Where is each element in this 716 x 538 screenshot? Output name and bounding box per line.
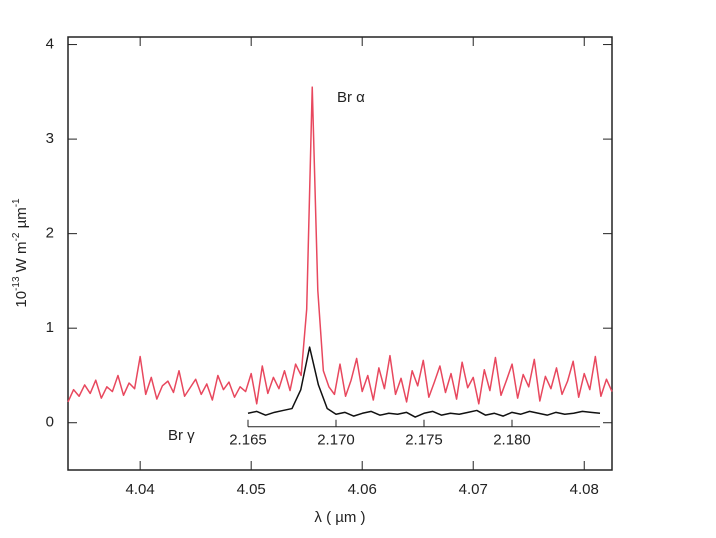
annotation: Br γ <box>168 427 195 444</box>
y-tick-label: 2 <box>46 225 54 242</box>
inset-x-tick-label: 2.165 <box>229 432 267 449</box>
x-tick-label: 4.07 <box>459 481 488 498</box>
series-line <box>67 86 613 405</box>
y-label-part: -2 <box>11 232 22 241</box>
y-tick-label: 3 <box>46 130 54 147</box>
inset-x-tick-label: 2.170 <box>317 432 355 449</box>
y-axis-label: 10-13 W m-2 µm-1 <box>11 198 30 308</box>
plot-frame <box>67 36 613 471</box>
y-label-part: -1 <box>11 198 22 207</box>
annotation: Br α <box>337 89 365 106</box>
y-label-part: -13 <box>11 276 22 291</box>
y-label-part: W m <box>13 241 30 276</box>
y-label-part: 10 <box>13 291 30 308</box>
x-tick-label: 4.05 <box>237 481 266 498</box>
inset-x-tick-label: 2.175 <box>405 432 443 449</box>
y-tick-label: 1 <box>46 319 54 336</box>
x-tick-label: 4.04 <box>126 481 155 498</box>
series-line <box>247 346 601 418</box>
x-tick-label: 4.08 <box>570 481 599 498</box>
y-label-part: µm <box>13 207 30 232</box>
y-tick-label: 4 <box>46 36 54 53</box>
x-tick-label: 4.06 <box>348 481 377 498</box>
y-tick-label: 0 <box>46 414 54 431</box>
inset-x-tick-label: 2.180 <box>493 432 531 449</box>
x-axis-label: λ ( µm ) <box>314 509 365 526</box>
